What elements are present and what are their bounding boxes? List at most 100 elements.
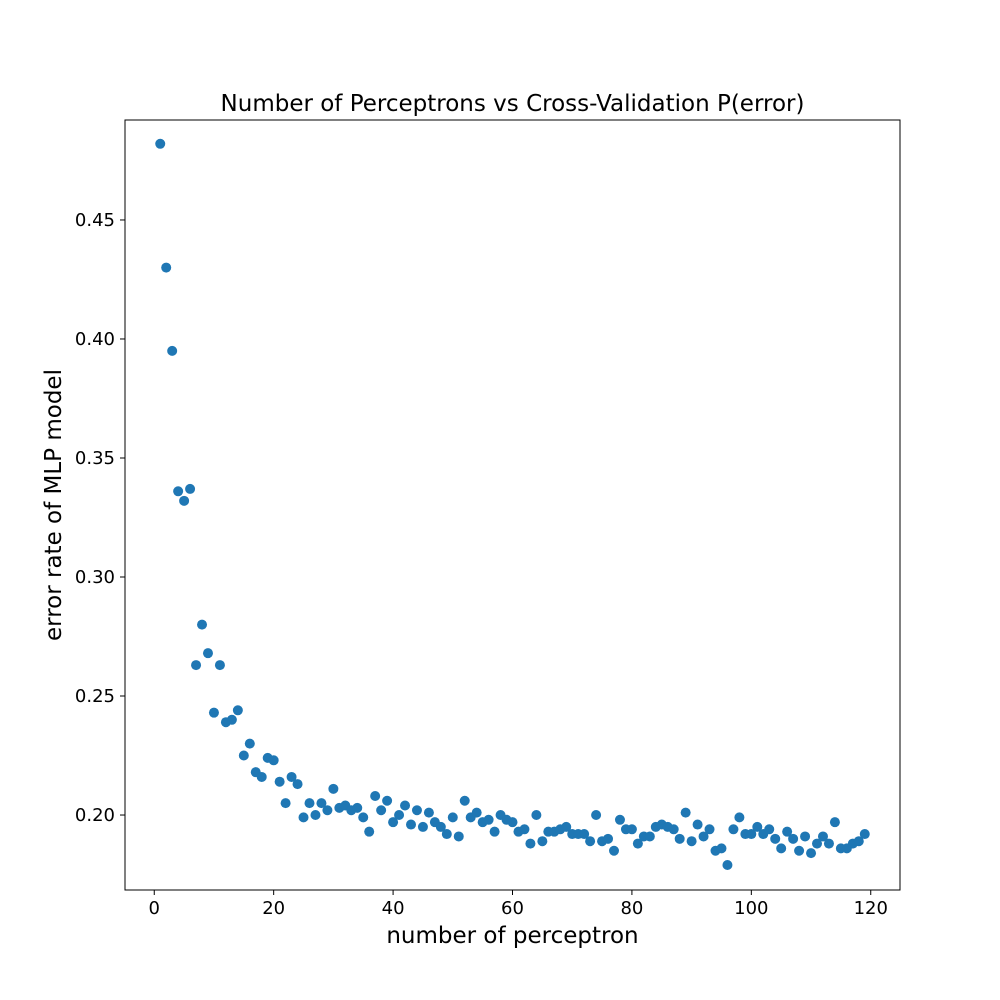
data-point [752, 821, 763, 832]
data-point [812, 838, 823, 849]
data-point [632, 838, 643, 849]
data-point [214, 660, 225, 671]
data-point [388, 817, 399, 828]
data-point [764, 824, 775, 835]
data-point [286, 771, 297, 782]
data-point [406, 819, 416, 830]
data-point [614, 814, 625, 825]
y-tick-label: 0.30 [75, 567, 115, 588]
data-point [179, 495, 190, 506]
data-point [268, 755, 279, 766]
data-point [322, 805, 333, 816]
data-point [680, 807, 691, 818]
data-point [668, 824, 679, 835]
data-point [525, 838, 536, 849]
data-point [394, 810, 405, 821]
data-point [471, 807, 482, 818]
data-point [853, 836, 864, 847]
data-point [734, 812, 745, 823]
data-point [800, 831, 811, 842]
data-point [358, 812, 369, 823]
data-point [728, 824, 739, 835]
data-point [376, 805, 387, 816]
data-point [716, 843, 727, 854]
data-point [579, 829, 590, 840]
data-points [155, 138, 870, 871]
y-axis-label: error rate of MLP model [41, 369, 67, 641]
data-point [591, 810, 602, 821]
data-point [185, 483, 196, 494]
data-point [310, 810, 321, 821]
data-point [400, 800, 411, 811]
y-tick-label: 0.45 [75, 210, 115, 231]
data-point [746, 829, 757, 840]
x-tick-label: 40 [382, 898, 405, 919]
data-point [686, 836, 697, 847]
x-axis-ticks: 0 20 40 60 80 100 120 [149, 890, 888, 919]
x-tick-label: 20 [262, 898, 285, 919]
data-point [447, 812, 458, 823]
data-point [794, 845, 805, 856]
data-point [770, 833, 781, 844]
chart-title: Number of Perceptrons vs Cross-Validatio… [221, 91, 805, 117]
data-point [459, 795, 470, 806]
data-point [197, 619, 208, 630]
y-tick-label: 0.40 [75, 329, 115, 350]
data-point [788, 833, 799, 844]
data-point [806, 848, 817, 859]
data-point [208, 707, 219, 718]
data-point [226, 714, 237, 725]
data-point [256, 771, 267, 782]
data-point [776, 843, 787, 854]
data-point [609, 845, 619, 856]
x-tick-label: 0 [149, 898, 160, 919]
data-point [244, 738, 255, 749]
data-point [411, 805, 422, 816]
data-point [483, 814, 494, 825]
data-point [585, 836, 596, 847]
data-point [202, 648, 213, 659]
x-axis-label: number of perceptron [386, 923, 638, 949]
data-point [382, 795, 393, 806]
y-tick-label: 0.20 [75, 805, 115, 826]
data-point [435, 821, 446, 832]
data-point [232, 705, 243, 716]
data-point [423, 807, 434, 818]
data-point [859, 829, 870, 840]
data-point [304, 798, 315, 809]
data-point [782, 826, 793, 837]
data-point [537, 836, 548, 847]
x-tick-label: 100 [734, 898, 768, 919]
data-point [704, 824, 715, 835]
data-point [453, 831, 464, 842]
data-point [191, 660, 202, 671]
data-point [531, 810, 542, 821]
data-point [292, 779, 303, 790]
y-axis-ticks: 0.20 0.25 0.30 0.35 0.40 0.45 [75, 210, 125, 826]
data-point [316, 798, 327, 809]
data-point [519, 824, 530, 835]
data-point [603, 833, 614, 844]
data-point [370, 790, 381, 801]
data-point [829, 817, 840, 828]
y-tick-label: 0.35 [75, 448, 115, 469]
data-point [626, 824, 637, 835]
data-point [280, 798, 291, 809]
data-point [274, 776, 285, 787]
data-point [561, 821, 572, 832]
data-point [674, 833, 685, 844]
x-tick-label: 120 [854, 898, 888, 919]
data-point [417, 821, 428, 832]
data-point [155, 138, 166, 149]
data-point [364, 826, 375, 837]
data-point [441, 829, 452, 840]
data-point [698, 831, 709, 842]
data-point [692, 819, 703, 830]
y-tick-label: 0.25 [75, 686, 115, 707]
data-point [817, 831, 828, 842]
data-point [238, 750, 249, 761]
data-point [298, 812, 309, 823]
data-point [161, 262, 172, 273]
